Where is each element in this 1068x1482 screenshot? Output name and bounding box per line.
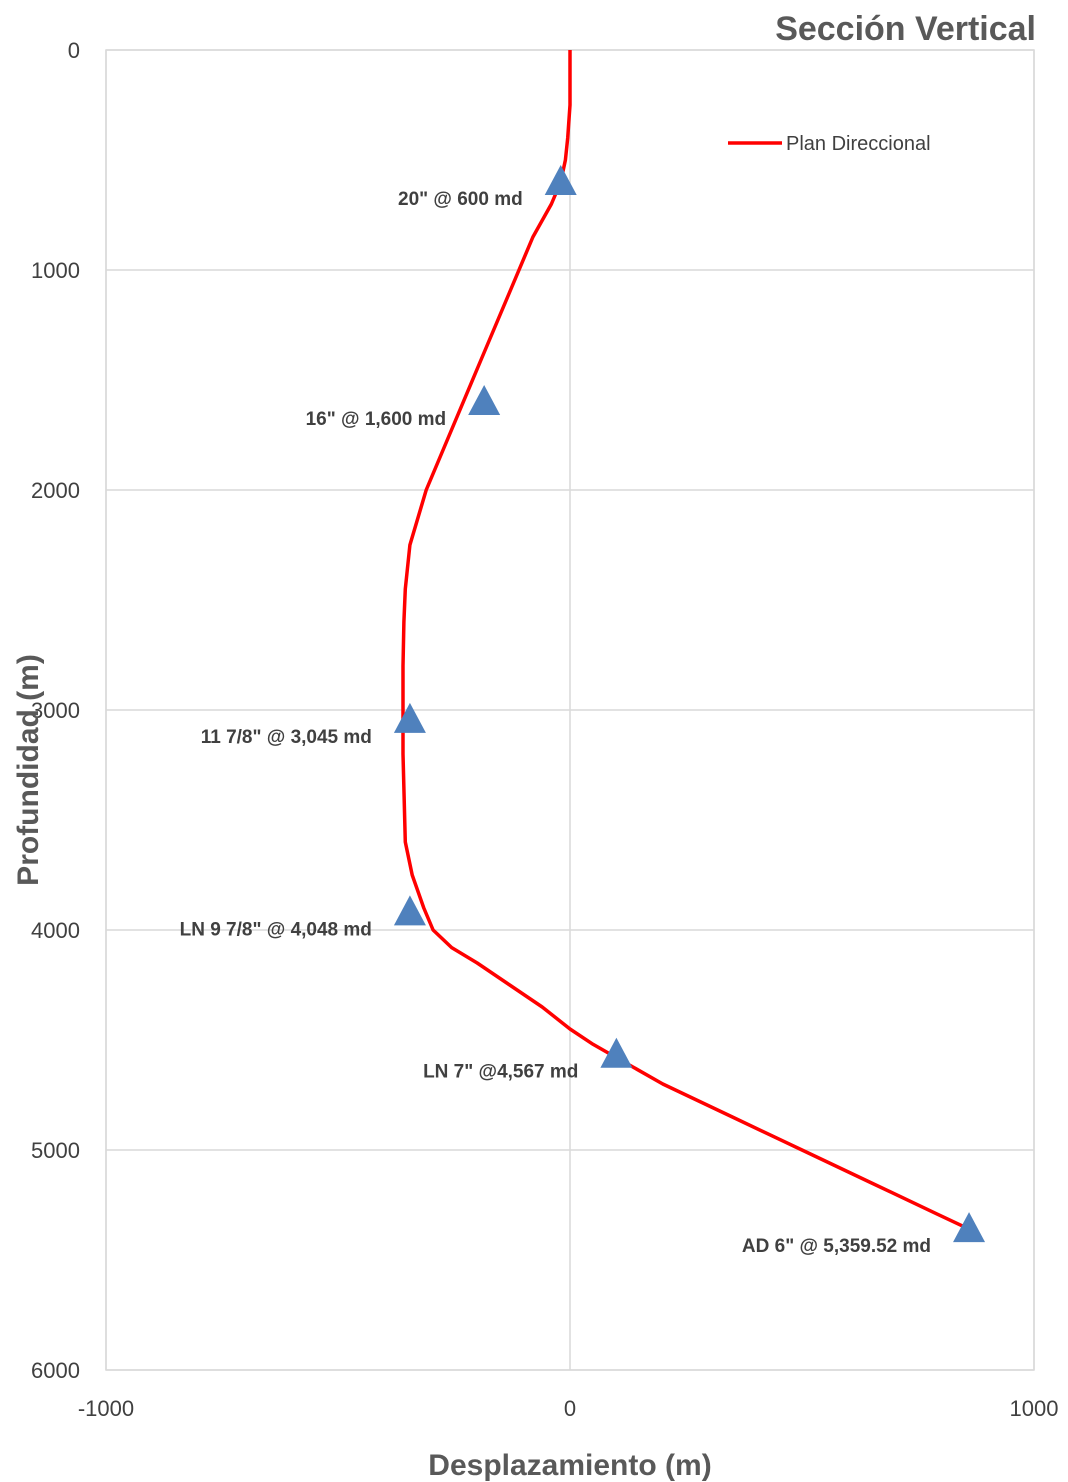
casing-point-label: 16" @ 1,600 md xyxy=(306,409,447,430)
casing-point-marker xyxy=(468,385,501,415)
y-tick-label: 6000 xyxy=(31,1358,80,1383)
x-tick-label: -1000 xyxy=(78,1396,134,1421)
x-tick-label: 1000 xyxy=(1010,1396,1059,1421)
casing-point-marker xyxy=(393,895,426,926)
y-axis-title: Profundidad (m) xyxy=(12,654,45,886)
y-tick-label: 5000 xyxy=(31,1138,80,1163)
y-tick-label: 3000 xyxy=(31,698,80,723)
y-tick-label: 0 xyxy=(68,38,80,63)
annotations-layer: 20" @ 600 md 16" @ 1,600 md 11 7/8" @ 3,04… xyxy=(180,189,931,1257)
gridlines xyxy=(105,49,1035,1371)
chart-title: Sección Vertical xyxy=(775,10,1036,48)
series-line-plan-direccional xyxy=(401,50,970,1231)
casing-point-marker xyxy=(953,1212,986,1243)
y-tick-label: 1000 xyxy=(31,258,80,283)
legend: Plan Direccional xyxy=(728,133,931,155)
casing-point-label: AD 6" @ 5,359.52 md xyxy=(742,1236,931,1257)
casing-point-marker xyxy=(600,1037,633,1068)
casing-point-marker xyxy=(393,702,426,733)
casing-point-label: LN 7" @4,567 md xyxy=(423,1062,578,1083)
y-tick-label: 2000 xyxy=(31,478,80,503)
legend-label: Plan Direccional xyxy=(786,133,931,155)
casing-point-label: 20" @ 600 md xyxy=(398,189,523,210)
x-axis-ticks: -1000 0 1000 xyxy=(78,1396,1059,1421)
casing-point-marker xyxy=(544,165,577,195)
casing-point-label: LN 9 7/8" @ 4,048 md xyxy=(180,919,372,940)
x-axis-title: Desplazamiento (m) xyxy=(428,1449,711,1482)
series-layer xyxy=(401,50,970,1231)
x-tick-label: 0 xyxy=(564,1396,576,1421)
markers-layer xyxy=(393,165,986,1243)
y-tick-label: 4000 xyxy=(31,918,80,943)
y-axis-ticks: 0 1000 2000 3000 4000 5000 6000 xyxy=(31,38,80,1383)
casing-point-label: 11 7/8" @ 3,045 md xyxy=(201,727,372,748)
